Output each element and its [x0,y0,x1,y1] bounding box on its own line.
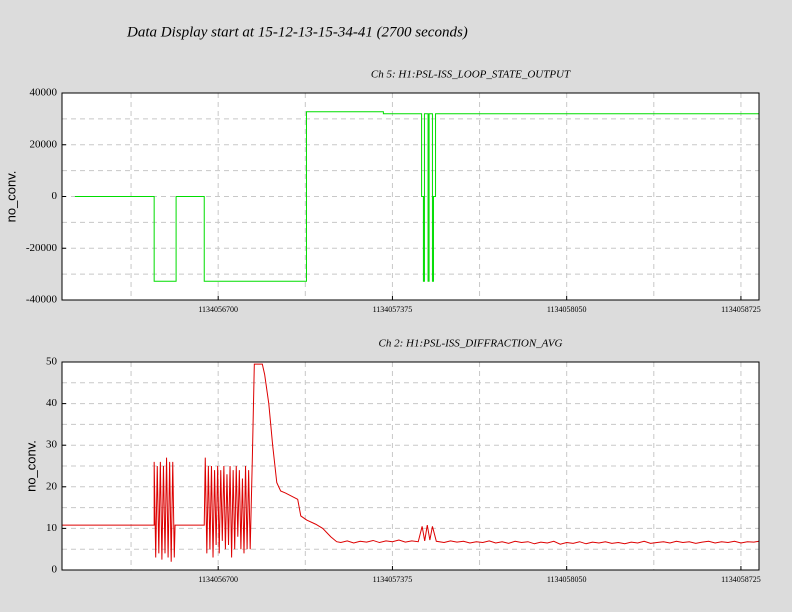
chart-title: Ch 5: H1:PSL-ISS_LOOP_STATE_OUTPUT [371,69,571,81]
x-tick-label: 1134058050 [547,575,587,584]
page-title: Data Display start at 15-12-13-15-34-41 … [126,24,468,40]
y-axis-label: no_conv. [23,440,38,492]
y-tick-label: 50 [46,356,58,368]
x-tick-label: 1134057375 [373,575,413,584]
x-tick-label: 1134056700 [198,575,238,584]
y-tick-label: 0 [52,190,58,202]
y-tick-label: 40 [46,397,58,409]
y-tick-label: 20 [46,480,58,492]
plot-frame [61,361,760,571]
x-tick-label: 1134056700 [198,305,238,314]
x-tick-label: 1134058050 [547,305,587,314]
y-tick-label: 20000 [30,138,58,150]
y-tick-label: 40000 [30,87,58,99]
y-tick-label: 0 [52,564,58,576]
x-tick-label: 1134058725 [721,575,761,584]
y-tick-label: -20000 [26,242,58,254]
data-line [74,111,759,282]
chart-title: Ch 2: H1:PSL-ISS_DIFFRACTION_AVG [379,338,563,350]
plot-area [62,93,759,300]
x-tick-label: 1134057375 [373,305,413,314]
y-tick-label: 10 [46,522,58,534]
y-tick-label: -40000 [26,294,58,306]
y-tick-label: 30 [46,439,58,451]
x-tick-label: 1134058725 [721,305,761,314]
data-line [62,363,760,562]
y-axis-label: no_conv. [3,171,18,223]
